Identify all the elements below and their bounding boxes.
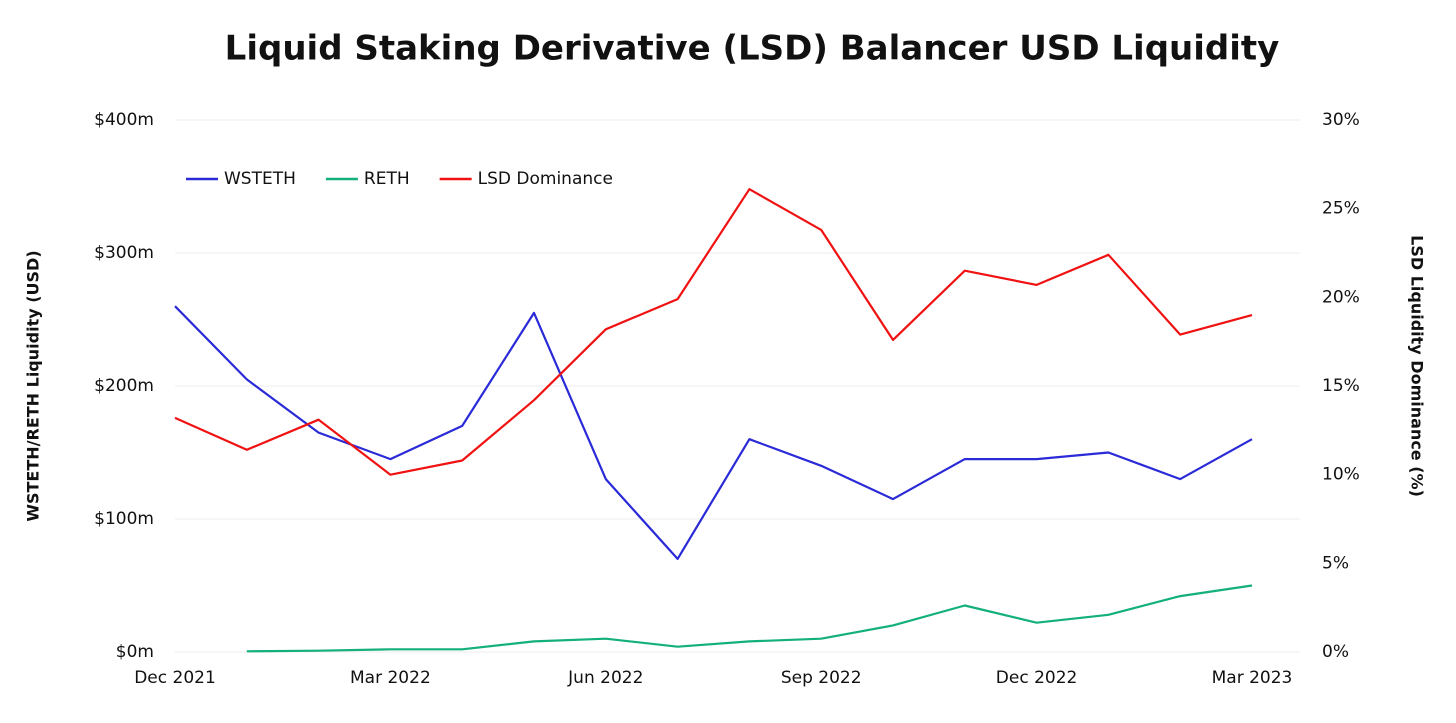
x-tick-label: Sep 2022: [781, 668, 862, 688]
x-tick-label: Mar 2023: [1212, 668, 1293, 688]
y-tick-label: $400m: [94, 110, 154, 130]
x-tick-label: Mar 2022: [350, 668, 431, 688]
y-tick-label: $200m: [94, 376, 154, 396]
y2-tick-label: 5%: [1322, 553, 1349, 573]
x-tick-label: Dec 2022: [996, 668, 1078, 688]
legend-label: WSTETH: [224, 169, 296, 189]
y2-tick-label: 10%: [1322, 465, 1360, 485]
series-line: [174, 188, 1253, 476]
legend-label: RETH: [364, 169, 410, 189]
y2-tick-label: 20%: [1322, 287, 1360, 307]
chart-title: Liquid Staking Derivative (LSD) Balancer…: [225, 29, 1280, 69]
y-axis-title: WSTETH/RETH Liquidity (USD): [24, 250, 43, 521]
y-tick-label: $100m: [94, 509, 154, 529]
x-tick-label: Dec 2021: [134, 668, 216, 688]
y-tick-label: $0m: [116, 642, 154, 662]
y2-tick-label: 25%: [1322, 199, 1360, 219]
y-tick-label: $300m: [94, 243, 154, 263]
series-line: [246, 584, 1253, 653]
legend-label: LSD Dominance: [478, 169, 613, 189]
y2-tick-label: 30%: [1322, 110, 1360, 130]
y2-tick-label: 0%: [1322, 642, 1349, 662]
y2-tick-label: 15%: [1322, 376, 1360, 396]
y2-axis-title: LSD Liquidity Dominance (%): [1408, 235, 1427, 497]
x-tick-label: Jun 2022: [567, 668, 643, 688]
